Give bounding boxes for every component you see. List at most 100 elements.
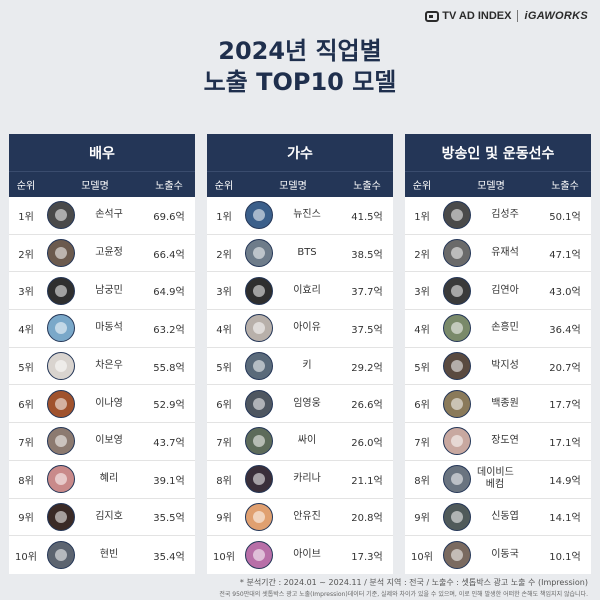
- rank-cell: 10위: [411, 551, 433, 563]
- rank-cell: 6위: [18, 400, 34, 412]
- person-icon: [451, 247, 463, 260]
- exposure-value: 26.0억: [351, 437, 383, 449]
- column-exposure: 노출수: [551, 181, 579, 192]
- avatar: [245, 502, 273, 531]
- model-cell: 유재석: [439, 239, 539, 268]
- person-icon: [451, 549, 463, 562]
- model-cell: 신동엽: [439, 502, 539, 531]
- exposure-value: 14.1억: [549, 513, 581, 525]
- table-row: 1위 뉴진스 41.5억: [207, 197, 393, 235]
- person-icon: [253, 549, 265, 562]
- rank-cell: 8위: [18, 475, 34, 487]
- table-row: 5위 박지성 20.7억: [405, 348, 591, 386]
- model-cell: 차은우: [43, 352, 143, 381]
- model-cell: 안유진: [241, 502, 341, 531]
- rank-cell: 4위: [216, 324, 232, 336]
- exposure-value: 29.2억: [351, 362, 383, 374]
- model-name: 박지성: [491, 360, 519, 372]
- rank-cell: 8위: [216, 475, 232, 487]
- avatar: [47, 389, 75, 418]
- avatar: [47, 427, 75, 456]
- rank-cell: 1위: [216, 211, 232, 223]
- model-cell: 뉴진스: [241, 201, 341, 230]
- model-name: 이효리: [293, 284, 321, 296]
- avatar: [245, 239, 273, 268]
- exposure-value: 64.9억: [153, 287, 185, 299]
- table-row: 2위 유재석 47.1억: [405, 235, 591, 273]
- footnote-disclaimer: 전국 950만대의 셋톱박스 광고 노출(Impression)데이터 기준, …: [219, 591, 588, 598]
- rank-cell: 4위: [18, 324, 34, 336]
- person-icon: [55, 322, 67, 335]
- avatar: [245, 389, 273, 418]
- column-rank: 순위: [412, 181, 432, 192]
- model-cell: 아이브: [241, 541, 341, 570]
- model-cell: 김연아: [439, 276, 539, 305]
- avatar: [443, 352, 471, 381]
- table-row: 7위 장도연 17.1억: [405, 423, 591, 461]
- model-name: 손석구: [95, 209, 123, 221]
- person-icon: [55, 284, 67, 297]
- rank-cell: 3위: [414, 287, 430, 299]
- tvadindex-logo-text: TV AD INDEX: [442, 10, 512, 22]
- avatar: [245, 465, 273, 494]
- avatar: [47, 239, 75, 268]
- avatar: [443, 201, 471, 230]
- exposure-value: 50.1억: [549, 211, 581, 223]
- model-name: 백종원: [491, 397, 519, 409]
- exposure-value: 52.9억: [153, 400, 185, 412]
- avatar: [443, 502, 471, 531]
- model-name: 혜리: [99, 473, 119, 485]
- tvadindex-logo: TV AD INDEX: [425, 10, 511, 22]
- model-cell: 키: [241, 352, 341, 381]
- rank-cell: 3위: [216, 287, 232, 299]
- table-row: 4위 손흥민 36.4억: [405, 310, 591, 348]
- column-model: 모델명: [279, 181, 307, 192]
- igaworks-logo: iGAWORKS: [524, 10, 588, 22]
- column-header: 순위 모델명 노출수: [9, 171, 195, 197]
- avatar: [47, 465, 75, 494]
- table-row: 1위 손석구 69.6억: [9, 197, 195, 235]
- page-title: 2024년 직업별 노출 TOP10 모델: [0, 36, 600, 98]
- model-name: 김성주: [491, 209, 519, 221]
- table-row: 7위 싸이 26.0억: [207, 423, 393, 461]
- exposure-value: 39.1억: [153, 475, 185, 487]
- panel-title: 방송인 및 운동선수: [405, 134, 591, 171]
- ranking-list: 1위 뉴진스 41.5억 2위 BTS 38.5억 3위 이효리 37.7억 4위 아이유 37.5억…: [207, 197, 393, 574]
- model-name: 안유진: [293, 510, 321, 522]
- person-icon: [253, 397, 265, 410]
- person-icon: [253, 435, 265, 448]
- rank-cell: 2위: [18, 249, 34, 261]
- model-cell: 손석구: [43, 201, 143, 230]
- ranking-list: 1위 손석구 69.6억 2위 고윤정 66.4억 3위 남궁민 64.9억 4위 마동석 63.2억…: [9, 197, 195, 574]
- exposure-value: 69.6억: [153, 211, 185, 223]
- model-name: 아이브: [293, 549, 321, 561]
- exposure-value: 38.5억: [351, 249, 383, 261]
- model-name: 싸이: [297, 435, 317, 447]
- ranking-list: 1위 김성주 50.1억 2위 유재석 47.1억 3위 김연아 43.0억 4위 손흥민 36.4억…: [405, 197, 591, 574]
- rank-cell: 10위: [15, 551, 37, 563]
- model-name: 뉴진스: [293, 209, 321, 221]
- person-icon: [253, 247, 265, 260]
- avatar: [443, 239, 471, 268]
- rank-cell: 7위: [18, 437, 34, 449]
- exposure-value: 35.5억: [153, 513, 185, 525]
- table-row: 3위 이효리 37.7억: [207, 272, 393, 311]
- person-icon: [55, 510, 67, 523]
- rank-cell: 7위: [216, 437, 232, 449]
- rank-cell: 6위: [216, 400, 232, 412]
- table-row: 2위 고윤정 66.4억: [9, 235, 195, 273]
- model-cell: 아이유: [241, 314, 341, 343]
- model-name: 카리나: [293, 473, 321, 485]
- person-icon: [253, 510, 265, 523]
- table-row: 9위 신동엽 14.1억: [405, 499, 591, 537]
- table-row: 7위 이보영 43.7억: [9, 423, 195, 461]
- model-cell: 김성주: [439, 201, 539, 230]
- model-cell: 현빈: [43, 541, 143, 570]
- avatar: [443, 465, 471, 494]
- avatar: [47, 502, 75, 531]
- model-cell: 백종원: [439, 389, 539, 418]
- rank-cell: 8위: [414, 475, 430, 487]
- person-icon: [451, 360, 463, 373]
- model-name: 임영웅: [293, 397, 321, 409]
- exposure-value: 41.5억: [351, 211, 383, 223]
